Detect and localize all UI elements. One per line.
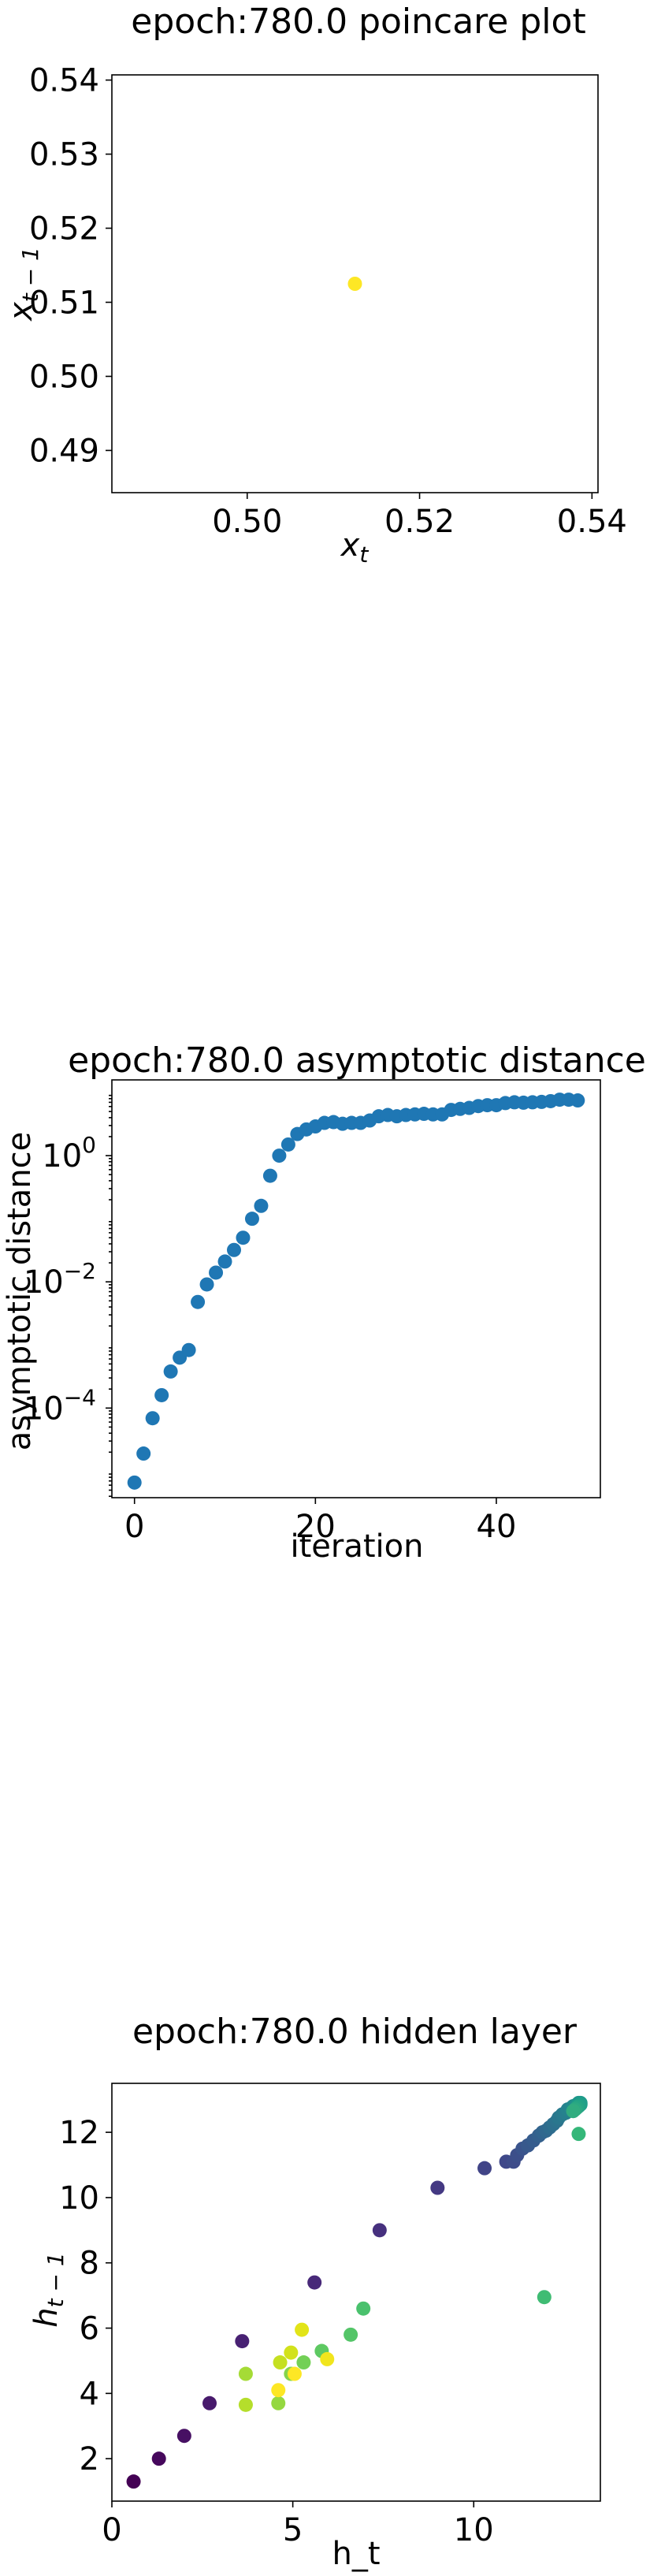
- data-point: [176, 2429, 191, 2444]
- data-point: [356, 2301, 371, 2316]
- y-tick-label: 0.52: [29, 211, 99, 248]
- x-tick-label: 20: [295, 1509, 336, 1545]
- x-tick-label: 0: [102, 2512, 121, 2548]
- x-axis-label: xt: [340, 527, 370, 568]
- data-point: [181, 1342, 196, 1357]
- data-point: [163, 1364, 178, 1379]
- data-point: [227, 1242, 241, 1257]
- data-point: [280, 1137, 295, 1152]
- y-axis-label: asymptotic distance: [2, 1132, 38, 1451]
- data-point: [235, 2334, 250, 2349]
- data-point: [238, 2366, 253, 2381]
- data-point: [320, 2351, 335, 2366]
- data-point: [307, 2275, 322, 2290]
- data-point: [344, 2327, 358, 2342]
- y-tick-label: 0.50: [29, 359, 99, 395]
- data-point: [372, 2223, 387, 2238]
- chart-asymptotic-distance: epoch:780.0 asymptotic distance 0 20 40 10…: [2, 1040, 646, 1565]
- data-point: [271, 2383, 286, 2398]
- y-tick-label: 0.53: [29, 137, 99, 173]
- data-point: [154, 1387, 169, 1402]
- data-point: [254, 1198, 269, 1213]
- data-point: [570, 1093, 585, 1108]
- data-point: [287, 2366, 302, 2381]
- y-tick-label: 12: [59, 2115, 99, 2151]
- x-tick-label: 0.50: [212, 504, 282, 540]
- data-point: [217, 1254, 232, 1269]
- x-tick-label: 0: [124, 1509, 144, 1545]
- data-point: [209, 1265, 224, 1280]
- y-tick-label: 0.49: [29, 433, 99, 469]
- y-axis-label: ht − 1: [28, 2252, 69, 2327]
- y-tick-label: 10: [59, 2180, 99, 2217]
- data-point: [271, 2395, 286, 2410]
- x-tick-label: 0.54: [557, 504, 627, 540]
- data-point: [477, 2161, 492, 2176]
- plot-frame: [111, 2083, 601, 2502]
- data-point: [151, 2451, 166, 2466]
- data-point: [202, 2395, 217, 2410]
- data-point: [430, 2180, 445, 2195]
- chart-hidden-layer: epoch:780.0 hidden layer 0 5 10 2 4 6 8 10 12 h…: [28, 2012, 601, 2572]
- data-point: [273, 2355, 288, 2370]
- data-point: [199, 1277, 214, 1292]
- chart-title: epoch:780.0 hidden layer: [132, 2012, 578, 2052]
- data-point: [571, 2127, 586, 2142]
- x-axis-label: iteration: [291, 1528, 424, 1565]
- plot-frame: [111, 74, 599, 493]
- data-point: [537, 2290, 552, 2305]
- data-point: [272, 1148, 287, 1163]
- y-tick-label: 0.54: [29, 63, 99, 99]
- y-tick-label: 100: [42, 1132, 96, 1174]
- y-tick-label: 6: [80, 2311, 99, 2347]
- data-point: [296, 2355, 311, 2370]
- y-tick-label: 2: [80, 2441, 99, 2477]
- data-point: [238, 2397, 253, 2412]
- data-point: [126, 2474, 141, 2489]
- x-tick-label: 40: [477, 1509, 517, 1545]
- plot-frame: [111, 1079, 601, 1498]
- data-point: [262, 1168, 277, 1183]
- data-point: [347, 277, 362, 291]
- data-point: [236, 1230, 251, 1245]
- data-point: [566, 2104, 581, 2119]
- data-point: [127, 1475, 142, 1490]
- data-point: [244, 1212, 259, 1227]
- y-tick-label: 10−4: [24, 1384, 96, 1427]
- y-tick-label: 4: [80, 2376, 99, 2412]
- data-point: [295, 2322, 310, 2337]
- y-tick-label: 10−2: [24, 1258, 96, 1301]
- y-axis-label: xt − 1: [3, 247, 43, 322]
- chart-poincare: epoch:780.0 poincare plot 0.50 0.52 0.54 0…: [3, 2, 627, 568]
- data-point: [191, 1294, 206, 1309]
- x-axis-label: h_t: [332, 2536, 380, 2572]
- chart-title: epoch:780.0 asymptotic distance: [68, 1040, 646, 1081]
- y-tick-label: 8: [80, 2246, 99, 2282]
- x-tick-label: 10: [454, 2512, 494, 2548]
- y-tick-label: 0.51: [29, 285, 99, 321]
- x-tick-label: 5: [283, 2512, 303, 2548]
- data-point: [145, 1411, 160, 1426]
- x-tick-label: 0.52: [384, 504, 455, 540]
- chart-title: epoch:780.0 poincare plot: [131, 2, 585, 42]
- data-point: [136, 1446, 151, 1461]
- data-point: [284, 2345, 299, 2360]
